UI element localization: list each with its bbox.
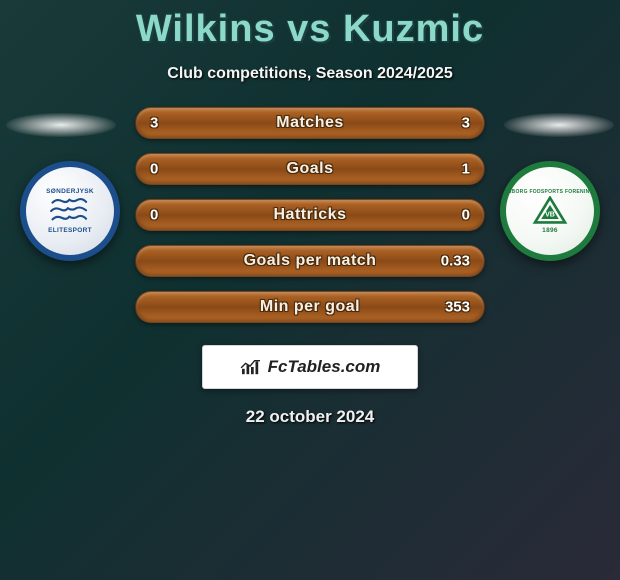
- pedestal-shadow-left: [6, 113, 116, 137]
- viborg-triangle-icon: VB: [532, 196, 568, 226]
- stat-label: Goals: [287, 160, 334, 178]
- right-club-crest: VIBORG FODSPORTS FORENING VB 1896: [500, 161, 600, 261]
- right-crest-top-text: VIBORG FODSPORTS FORENING: [506, 189, 594, 195]
- sonderjyske-lions-icon: [48, 197, 92, 225]
- stat-row: 3 Matches 3: [135, 107, 485, 139]
- stat-row: 0 Hattricks 0: [135, 199, 485, 231]
- generated-date: 22 october 2024: [0, 407, 620, 427]
- left-club-crest: SØNDERJYSK ELITESPORT: [20, 161, 120, 261]
- stat-left-value: 0: [150, 207, 158, 224]
- left-crest-bottom-text: ELITESPORT: [48, 227, 92, 234]
- stat-right-value: 353: [445, 299, 470, 316]
- page-title: Wilkins vs Kuzmic: [0, 0, 620, 51]
- stat-right-value: 1: [462, 161, 470, 178]
- brand-box: FcTables.com: [202, 345, 418, 389]
- bar-chart-icon: [240, 358, 262, 376]
- left-crest-top-text: SØNDERJYSK: [46, 188, 94, 195]
- stat-right-value: 0.33: [441, 253, 470, 270]
- right-crest-year: 1896: [542, 227, 558, 234]
- stat-right-value: 0: [462, 207, 470, 224]
- stat-rows: 3 Matches 3 0 Goals 1 0 Hattricks 0 Goal…: [135, 107, 485, 323]
- subtitle: Club competitions, Season 2024/2025: [0, 65, 620, 83]
- stat-row: Min per goal 353: [135, 291, 485, 323]
- stat-left-value: 3: [150, 115, 158, 132]
- stat-label: Matches: [276, 114, 344, 132]
- stat-right-value: 3: [462, 115, 470, 132]
- brand-text: FcTables.com: [268, 357, 381, 377]
- stat-label: Min per goal: [260, 298, 360, 316]
- comparison-stage: SØNDERJYSK ELITESPORT VIBORG FODSPORTS F…: [0, 107, 620, 427]
- stat-label: Goals per match: [244, 252, 377, 270]
- stat-left-value: 0: [150, 161, 158, 178]
- svg-text:VB: VB: [545, 211, 555, 218]
- pedestal-shadow-right: [504, 113, 614, 137]
- stat-row: 0 Goals 1: [135, 153, 485, 185]
- stat-row: Goals per match 0.33: [135, 245, 485, 277]
- stat-label: Hattricks: [274, 206, 347, 224]
